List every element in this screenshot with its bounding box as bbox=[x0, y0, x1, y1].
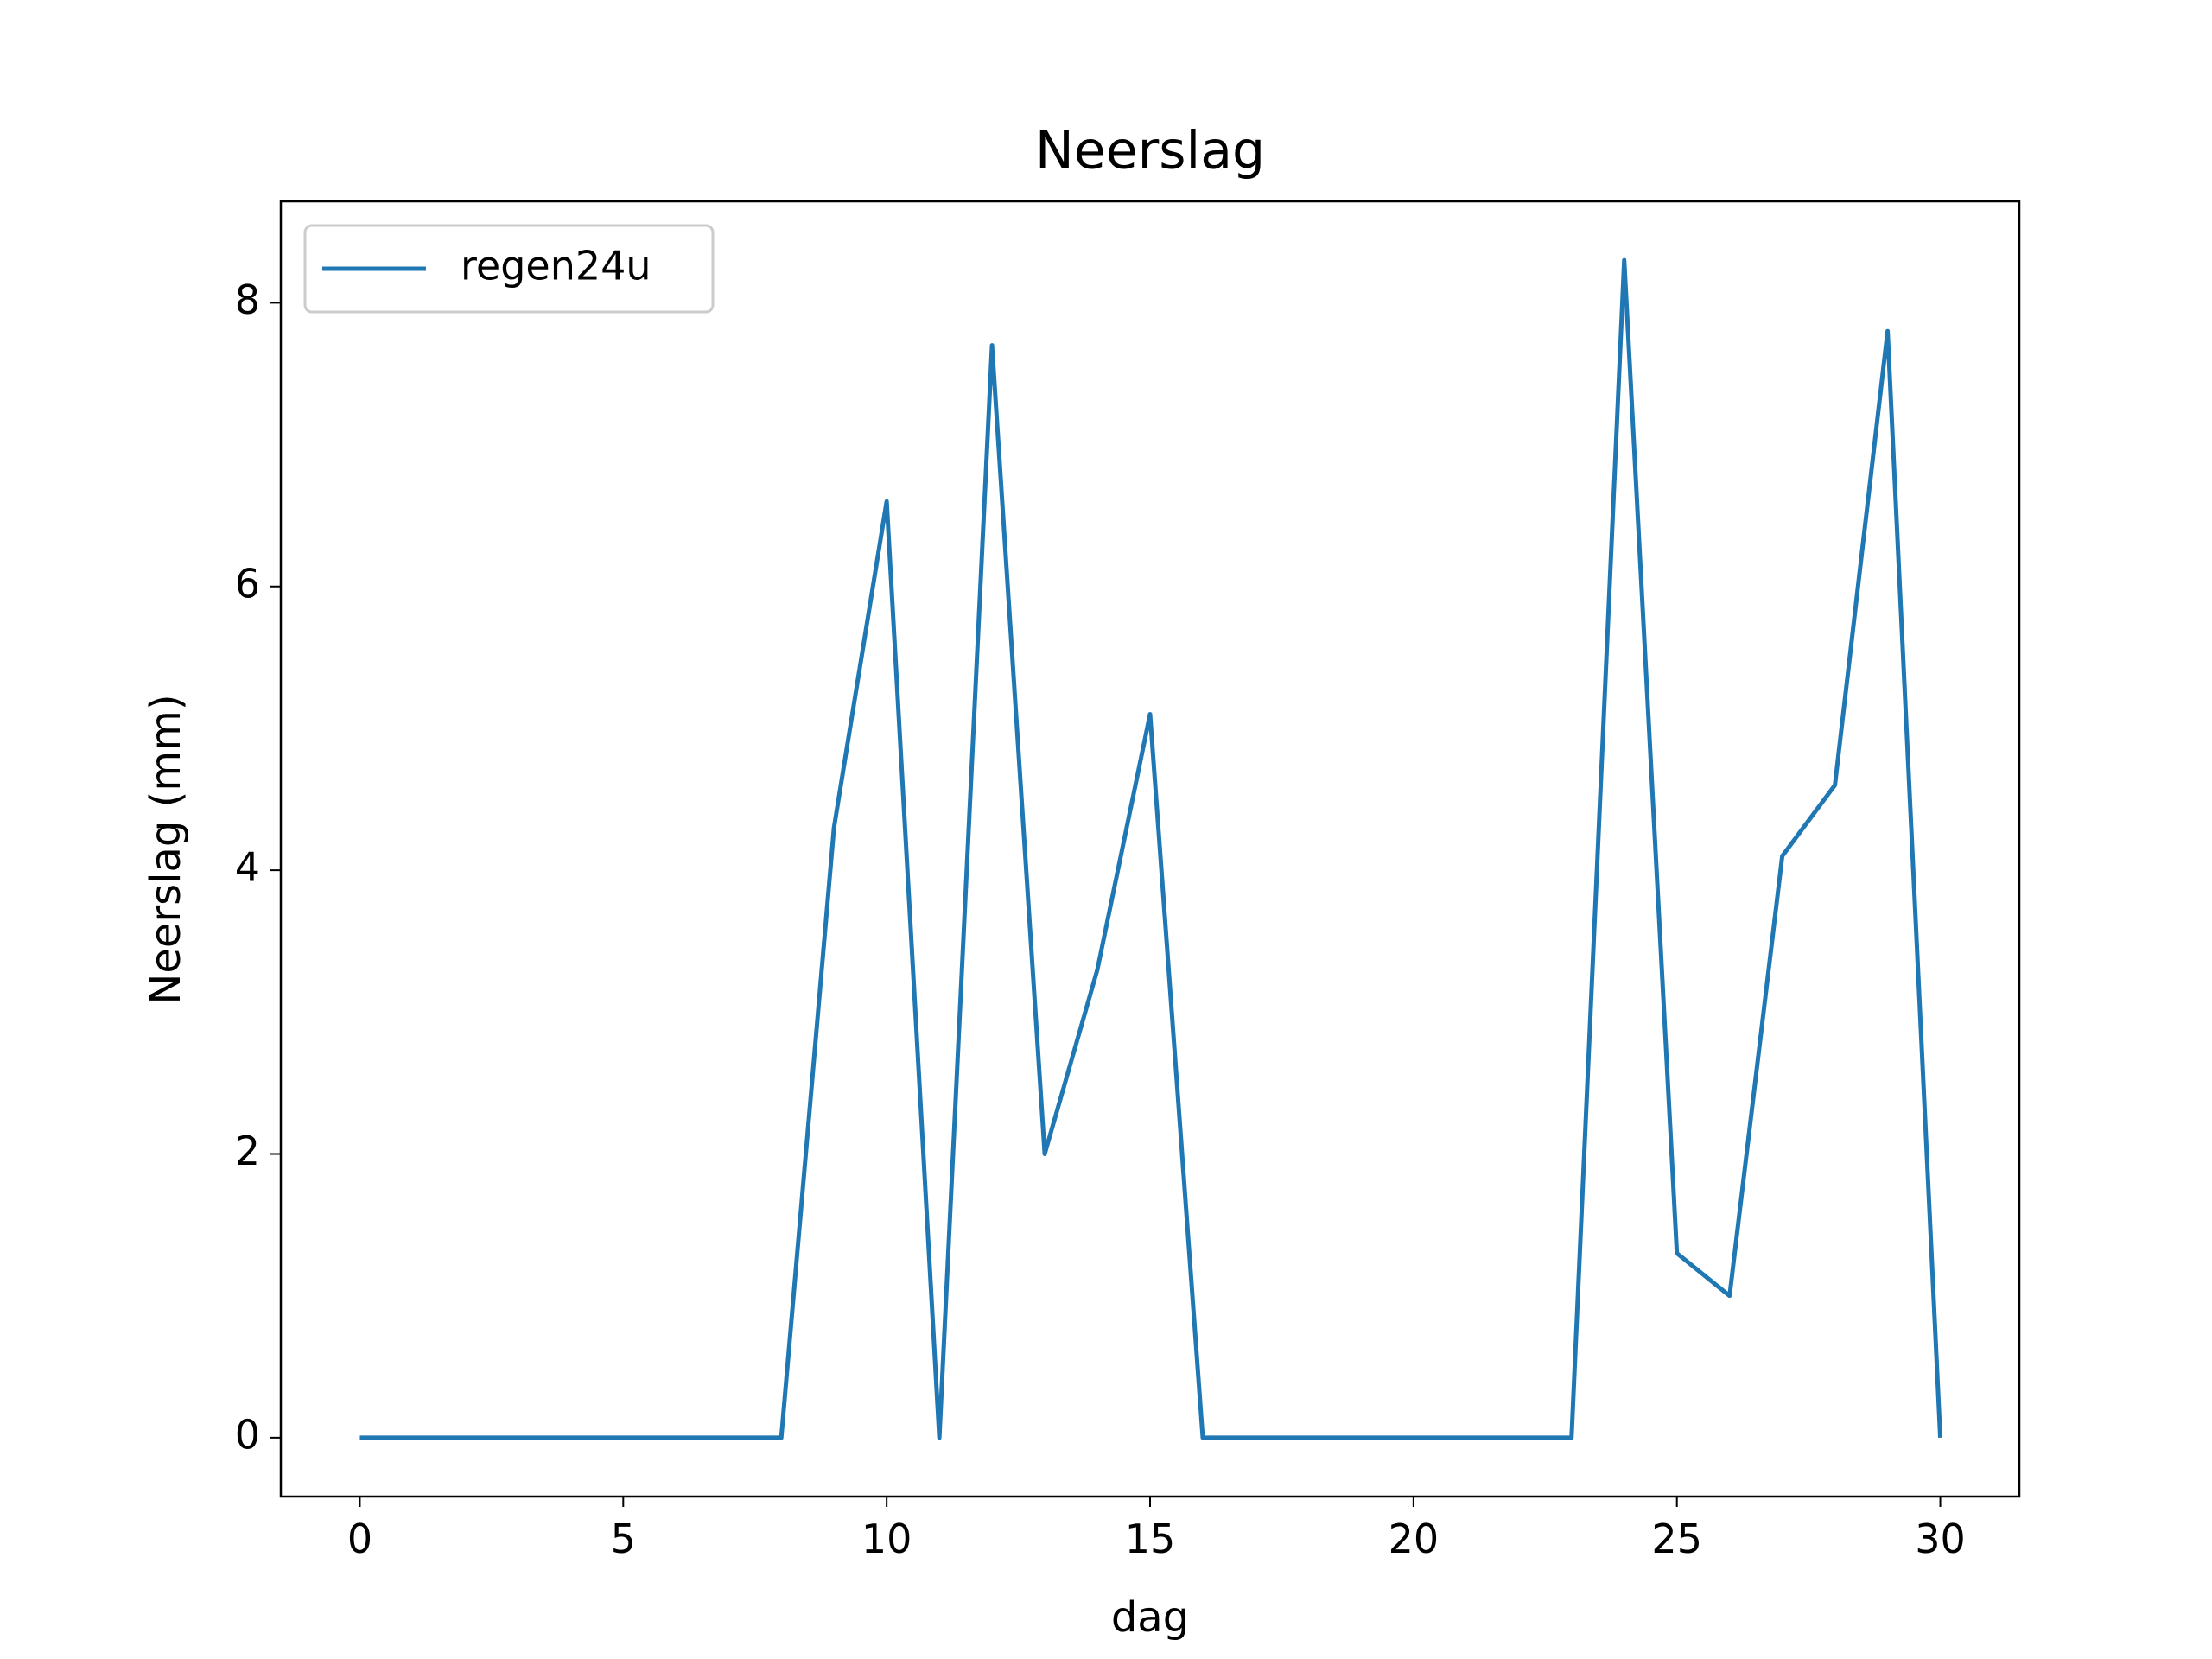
x-tick-label: 30 bbox=[1915, 1516, 1966, 1562]
y-tick-label: 6 bbox=[235, 560, 260, 607]
chart-title: Neerslag bbox=[1035, 121, 1265, 181]
x-tick-label: 5 bbox=[611, 1516, 636, 1562]
y-tick-label: 4 bbox=[235, 844, 260, 891]
x-tick-label: 0 bbox=[347, 1516, 372, 1562]
legend: regen24u bbox=[303, 224, 715, 314]
x-tick-label: 10 bbox=[861, 1516, 912, 1562]
x-axis-label: dag bbox=[1111, 1593, 1189, 1642]
x-tick-label: 15 bbox=[1125, 1516, 1176, 1562]
x-tick-label: 25 bbox=[1651, 1516, 1702, 1562]
y-tick-label: 0 bbox=[235, 1411, 260, 1458]
y-tick-label: 2 bbox=[235, 1128, 260, 1174]
y-tick-label: 8 bbox=[235, 276, 260, 323]
legend-label: regen24u bbox=[461, 243, 652, 289]
plot-frame bbox=[279, 200, 2021, 1498]
line-series bbox=[359, 257, 1943, 1440]
x-tick-label: 20 bbox=[1389, 1516, 1440, 1562]
legend-box bbox=[303, 224, 715, 314]
y-axis-label: Neerslag (mm) bbox=[142, 694, 190, 1004]
